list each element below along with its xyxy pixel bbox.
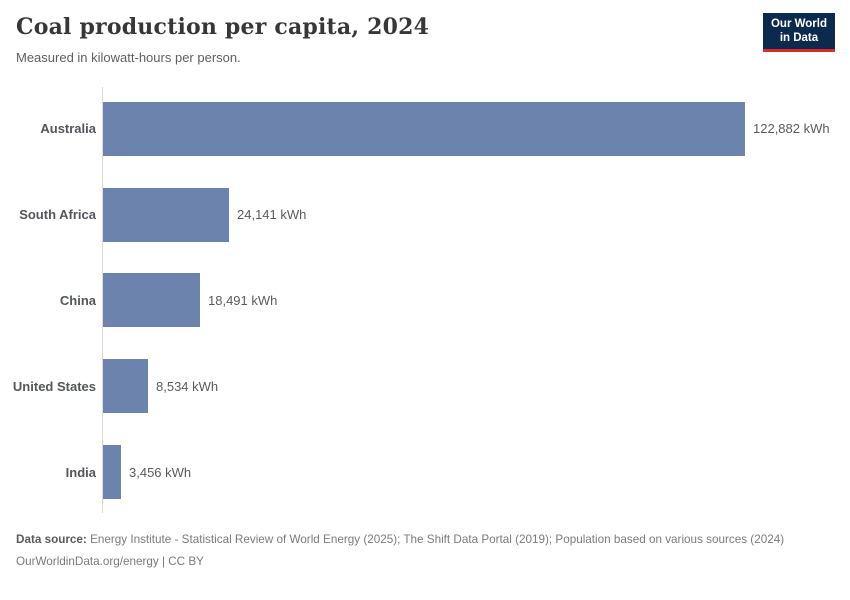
category-label: South Africa bbox=[19, 207, 96, 223]
license-link[interactable]: OurWorldinData.org/energy | CC BY bbox=[16, 554, 204, 568]
owid-logo-line2: in Data bbox=[779, 31, 819, 44]
y-axis-line bbox=[102, 87, 103, 513]
category-label: China bbox=[59, 292, 96, 308]
bar[interactable] bbox=[103, 445, 121, 500]
data-source-text: Energy Institute - Statistical Review of… bbox=[90, 533, 785, 546]
chart-footer: Data source: Energy Institute - Statisti… bbox=[16, 532, 822, 570]
data-source-note: Data source: Energy Institute - Statisti… bbox=[16, 532, 822, 548]
value-label: 8,534 kWh bbox=[156, 378, 219, 394]
value-label: 18,491 kWh bbox=[208, 292, 278, 308]
bar-rows-container: Australia 122,882 kWh South Africa 24,141 k… bbox=[0, 86, 850, 515]
category-label: United States bbox=[12, 378, 96, 394]
owid-logo[interactable]: Our World in Data bbox=[762, 13, 835, 52]
category-label: India bbox=[65, 464, 96, 480]
bar[interactable] bbox=[103, 101, 745, 156]
value-label: 24,141 kWh bbox=[237, 207, 307, 223]
data-source-label: Data source: bbox=[16, 533, 87, 546]
bar[interactable] bbox=[103, 187, 229, 242]
bar[interactable] bbox=[103, 273, 200, 328]
bar-row: India 3,456 kWh bbox=[0, 429, 850, 515]
page-subtitle: Measured in kilowatt-hours per person. bbox=[16, 50, 241, 65]
value-label: 122,882 kWh bbox=[753, 121, 830, 137]
bar-row: China 18,491 kWh bbox=[0, 258, 850, 344]
category-label: Australia bbox=[40, 121, 96, 137]
value-label: 3,456 kWh bbox=[129, 464, 192, 480]
page-title: Coal production per capita, 2024 bbox=[16, 14, 430, 40]
bar-row: Australia 122,882 kWh bbox=[0, 86, 850, 172]
bar-row: South Africa 24,141 kWh bbox=[0, 172, 850, 258]
owid-logo-line1: Our World bbox=[770, 18, 827, 30]
bar[interactable] bbox=[103, 359, 148, 414]
bar-row: United States 8,534 kWh bbox=[0, 343, 850, 429]
bar-chart: Australia 122,882 kWh South Africa 24,141 k… bbox=[0, 86, 850, 515]
